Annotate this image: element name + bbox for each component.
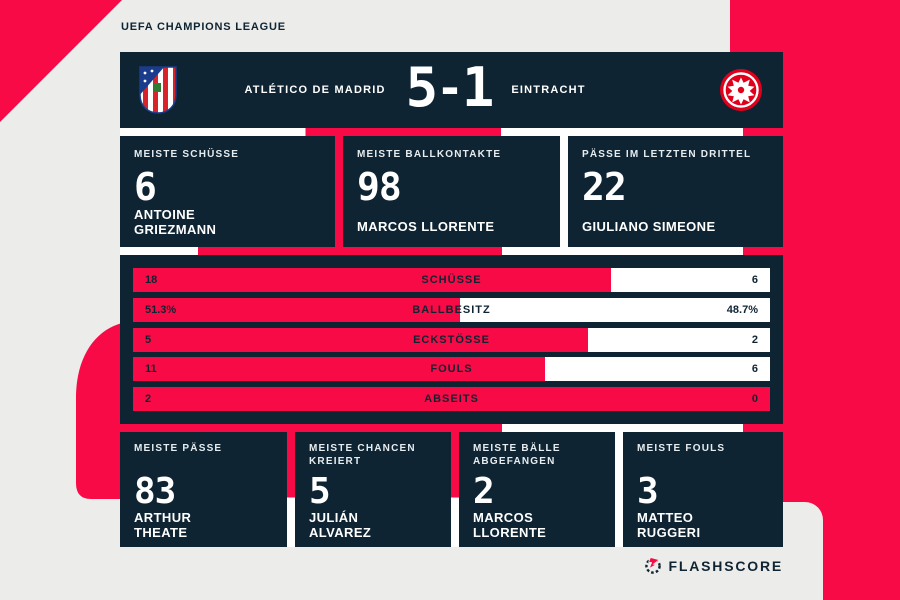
eintracht-frankfurt-crest-icon (720, 69, 763, 111)
duel-bar-possession: 51.3% BALLBESITZ 48.7% (133, 297, 770, 322)
background-number-decoration (76, 323, 122, 499)
bar-label: ECKSTÖSSE (413, 333, 490, 346)
stat-player: MATTEO RUGGERI (637, 509, 701, 540)
away-crest-container (713, 68, 769, 112)
away-value: 48.7% (726, 303, 758, 316)
duel-bar-corners: 5 ECKSTÖSSE 2 (133, 327, 770, 352)
away-score: 1 (461, 56, 494, 119)
home-bar-fill (133, 357, 546, 382)
match-duel-stats-panel: 18 SCHÜSSE 6 51.3% BALLBESITZ 48.7% 5 EC… (120, 255, 783, 424)
box-divider (560, 136, 568, 247)
separator-strip-middle (120, 247, 783, 255)
stat-player: MARCOS LLORENTE (357, 219, 495, 235)
home-value: 51.3% (145, 303, 177, 316)
top-left-triangle-decoration (0, 0, 122, 122)
stat-box-most-passes: MEISTE PÄSSE 83 ARTHUR THEATE (120, 432, 287, 547)
separator-strip-bottom (120, 424, 783, 432)
home-score: 5 (405, 56, 438, 119)
box-divider (451, 432, 459, 547)
atletico-madrid-crest-icon (139, 66, 177, 114)
stat-player: ANTOINE GRIEZMANN (134, 206, 217, 237)
stat-player: JULIÁN ALVAREZ (309, 509, 372, 540)
home-team-name: ATLÉTICO DE MADRID (244, 84, 386, 96)
stat-box-most-touches: MEISTE BALLKONTAKTE 98 MARCOS LLORENTE (343, 136, 560, 247)
right-red-band-decoration (783, 0, 900, 600)
home-value: 11 (145, 363, 157, 376)
competition-title: UEFA CHAMPIONS LEAGUE (121, 21, 286, 33)
away-value: 6 (751, 274, 758, 286)
stat-label: MEISTE SCHÜSSE (134, 149, 240, 160)
stat-value: 5 (309, 471, 331, 512)
bar-label: BALLBESITZ (412, 303, 491, 316)
stat-label: MEISTE BALLKONTAKTE (357, 149, 502, 160)
flashscore-logo-icon (644, 557, 661, 574)
stat-player: MARCOS LLORENTE (473, 509, 547, 540)
bottom-stats-row: MEISTE PÄSSE 83 ARTHUR THEATE MEISTE CHA… (120, 432, 783, 547)
home-value: 2 (145, 393, 152, 405)
stat-player: ARTHUR THEATE (134, 509, 192, 540)
stat-value: 98 (357, 165, 402, 209)
away-value: 0 (751, 393, 758, 405)
away-team-name: EINTRACHT (511, 84, 586, 96)
stat-value: 2 (473, 471, 495, 512)
bar-label: ABSEITS (424, 393, 479, 405)
score-separator: - (436, 61, 464, 115)
duel-bar-fouls: 11 FOULS 6 (133, 357, 770, 382)
bar-label: SCHÜSSE (421, 274, 482, 286)
stat-box-most-fouls: MEISTE FOULS 3 MATTEO RUGGERI (623, 432, 783, 547)
top-right-red-block-decoration (730, 0, 900, 52)
away-value: 2 (751, 333, 758, 346)
stat-label: PÄSSE IM LETZTEN DRITTEL (582, 149, 752, 160)
duel-bar-offsides: 2 ABSEITS 0 (133, 387, 770, 411)
box-divider (287, 432, 295, 547)
home-value: 18 (145, 274, 158, 286)
home-bar-fill (133, 268, 611, 292)
home-crest-container (132, 66, 184, 114)
stat-box-final-third-passes: PÄSSE IM LETZTEN DRITTEL 22 GIULIANO SIM… (568, 136, 783, 247)
bottom-right-rounded-corner-decoration (783, 502, 823, 600)
stat-box-most-interceptions: MEISTE BÄLLE ABGEFANGEN 2 MARCOS LLORENT… (459, 432, 615, 547)
match-score: 5 - 1 (405, 56, 495, 119)
home-bar-fill (133, 387, 770, 411)
stat-label: MEISTE CHANCEN KREIERT (309, 443, 416, 467)
stat-value: 83 (134, 471, 176, 512)
stat-box-most-shots: MEISTE SCHÜSSE 6 ANTOINE GRIEZMANN (120, 136, 335, 247)
stat-label: MEISTE PÄSSE (134, 443, 223, 454)
stat-box-most-chances-created: MEISTE CHANCEN KREIERT 5 JULIÁN ALVAREZ (295, 432, 451, 547)
stat-label: MEISTE FOULS (637, 443, 726, 454)
home-bar-fill (133, 327, 588, 352)
separator-strip-top (120, 128, 783, 136)
stat-value: 6 (134, 165, 157, 209)
stat-value: 22 (582, 165, 627, 209)
home-value: 5 (145, 333, 152, 346)
stat-value: 3 (637, 471, 659, 512)
scoreboard: ATLÉTICO DE MADRID 5 - 1 EINTRACHT (120, 52, 783, 128)
top-stats-row: MEISTE SCHÜSSE 6 ANTOINE GRIEZMANN MEIST… (120, 136, 783, 247)
bar-label: FOULS (430, 363, 473, 376)
stat-player: GIULIANO SIMEONE (582, 219, 716, 235)
box-divider (615, 432, 623, 547)
flashscore-logo-text: FLASHSCORE (668, 558, 783, 574)
duel-bar-shots: 18 SCHÜSSE 6 (133, 268, 770, 292)
stat-label: MEISTE BÄLLE ABGEFANGEN (473, 443, 561, 467)
brand-footer: FLASHSCORE (120, 553, 783, 579)
away-value: 6 (751, 363, 758, 376)
home-bar-fill (133, 297, 460, 322)
box-divider (335, 136, 343, 247)
